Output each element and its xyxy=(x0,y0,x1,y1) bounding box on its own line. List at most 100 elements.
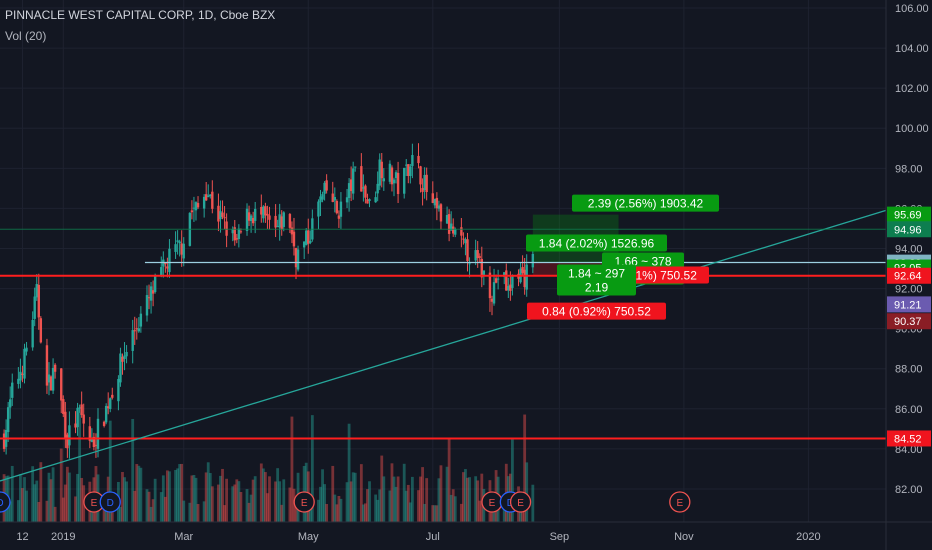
volume-bar xyxy=(49,479,53,522)
candle-body xyxy=(347,183,351,199)
candle-body xyxy=(302,241,306,248)
candle-body xyxy=(233,227,236,241)
volume-bar xyxy=(278,481,282,522)
volume-bar xyxy=(349,481,353,522)
candle-body xyxy=(207,195,210,198)
candle-body xyxy=(53,364,57,372)
candle-body xyxy=(405,164,408,166)
volume-bar xyxy=(65,466,69,522)
candle-body xyxy=(439,204,443,222)
y-tick-label: 104.00 xyxy=(895,43,929,55)
candle-body xyxy=(368,199,371,201)
candle-body xyxy=(403,167,406,194)
measure-box xyxy=(526,234,667,252)
volume-bar xyxy=(233,484,237,522)
y-tick-label: 88.00 xyxy=(895,364,923,376)
candle-body xyxy=(196,203,200,208)
candle-body xyxy=(221,212,224,217)
event-marker-circle xyxy=(669,491,691,513)
candle-body xyxy=(307,230,310,244)
candle-body xyxy=(66,434,69,449)
candle-body xyxy=(96,418,100,449)
candle-body xyxy=(90,438,94,442)
volume-bar xyxy=(353,472,357,522)
candle-body xyxy=(45,345,49,386)
event-marker-circle xyxy=(0,491,11,513)
volume-bar xyxy=(145,489,149,522)
candle-body xyxy=(280,216,283,230)
volume-bar xyxy=(76,473,79,522)
volume-bar xyxy=(102,503,106,522)
volume-bar xyxy=(282,479,286,522)
candle-body xyxy=(321,194,324,200)
volume-bar xyxy=(453,496,457,522)
event-marker-label: E xyxy=(91,498,98,509)
volume-bar xyxy=(10,465,14,522)
volume-bar xyxy=(239,491,243,522)
candle-body xyxy=(9,399,12,408)
candle-body xyxy=(278,214,281,228)
volume-bar xyxy=(35,480,39,522)
volume-bar xyxy=(23,477,26,522)
y-tick-label: 84.00 xyxy=(895,444,923,456)
candle-body xyxy=(104,405,108,423)
volume-bar xyxy=(394,486,398,522)
volume-bar xyxy=(288,487,292,522)
candle-body xyxy=(333,197,337,201)
volume-bar xyxy=(376,499,380,522)
candle-body xyxy=(223,217,226,219)
candle-body xyxy=(231,229,234,234)
volume-bar xyxy=(202,501,206,522)
volume-bar xyxy=(292,488,296,522)
candle-body xyxy=(366,199,369,204)
candle-body xyxy=(160,267,163,276)
volume-bar xyxy=(274,481,277,522)
volume-bar xyxy=(131,418,135,522)
candle-body xyxy=(466,239,469,261)
volume-bar xyxy=(119,506,122,522)
candle-body xyxy=(62,399,65,414)
volume-bar xyxy=(335,504,339,522)
candle-body xyxy=(482,270,486,275)
candle-body xyxy=(360,166,363,192)
candle-body xyxy=(531,253,535,268)
candle-body xyxy=(174,244,177,252)
volume-bar xyxy=(390,463,394,522)
candle-body xyxy=(507,286,510,291)
candle-body xyxy=(166,266,169,269)
volume-bar xyxy=(235,479,239,522)
y-tick-label: 82.00 xyxy=(895,484,923,496)
drawn-lines[interactable] xyxy=(0,209,887,482)
candle-body xyxy=(276,225,279,227)
event-marker-label: D xyxy=(0,498,4,509)
volume-bar xyxy=(259,463,263,522)
volume-bar xyxy=(447,438,451,522)
candle-body xyxy=(423,174,426,190)
volume-bar xyxy=(125,481,128,522)
candle-body xyxy=(464,239,467,244)
candle-body xyxy=(476,250,479,259)
candle-body xyxy=(194,202,198,211)
chart-title: PINNACLE WEST CAPITAL CORP, 1D, Cboe BZX xyxy=(5,8,276,22)
candle-body xyxy=(521,266,524,273)
candle-body xyxy=(17,378,20,384)
candle-body xyxy=(433,198,437,206)
candle-body xyxy=(382,178,385,182)
volume-bar xyxy=(382,476,386,522)
candle-body xyxy=(376,183,379,194)
volume-bar xyxy=(25,490,28,522)
candle-body xyxy=(317,201,320,217)
chart-grid xyxy=(0,0,886,522)
volume-bar xyxy=(163,496,167,522)
volume-bar xyxy=(445,466,449,522)
candle-body xyxy=(380,161,383,179)
candle-body xyxy=(388,163,392,182)
volume-bar xyxy=(351,472,355,522)
candle-body xyxy=(249,215,253,222)
candle-body xyxy=(335,201,339,214)
candle-body xyxy=(125,352,128,357)
volume-bar xyxy=(180,463,184,522)
volume-bar xyxy=(147,491,151,522)
volume-bar xyxy=(378,489,382,522)
